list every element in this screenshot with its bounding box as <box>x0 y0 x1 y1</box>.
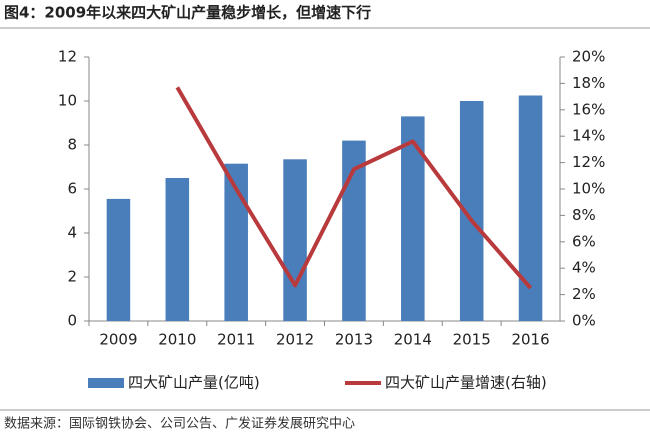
bar <box>283 159 307 321</box>
y2-tick-label: 18% <box>572 74 605 92</box>
y-tick-label: 0 <box>67 312 77 330</box>
y2-tick-label: 10% <box>572 180 605 198</box>
legend-label: 四大矿山产量增速(右轴) <box>385 374 547 392</box>
x-tick-label: 2016 <box>511 331 549 349</box>
legend-label: 四大矿山产量(亿吨) <box>128 374 260 392</box>
bar <box>165 178 190 321</box>
x-tick-label: 2011 <box>217 331 255 349</box>
bar <box>459 101 484 321</box>
y-tick-label: 6 <box>67 180 77 198</box>
y2-tick-label: 16% <box>572 100 605 118</box>
bar <box>224 163 248 321</box>
y2-tick-label: 2% <box>572 285 596 303</box>
line <box>175 86 533 290</box>
x-tick-label: 2015 <box>453 331 491 349</box>
y-tick-label: 4 <box>67 224 77 242</box>
y-tick-label: 10 <box>58 92 77 110</box>
y-tick-label: 12 <box>58 48 77 66</box>
x-tick-label: 2012 <box>276 331 314 349</box>
bar <box>518 95 543 321</box>
bar <box>106 198 131 321</box>
y2-tick-label: 6% <box>572 232 596 250</box>
y2-tick-label: 12% <box>572 153 605 171</box>
bar <box>342 140 366 321</box>
source: 数据来源：国际钢铁协会、公司公告、广发证券发展研究中心 <box>4 416 355 432</box>
y2-tick-label: 0% <box>572 312 596 330</box>
y2-tick-label: 14% <box>572 127 605 145</box>
y2-tick-label: 20% <box>572 48 605 66</box>
bar <box>401 116 425 322</box>
legend-swatch <box>88 378 124 388</box>
chart-title: 图4：2009年以来四大矿山产量稳步增长，但增速下行 <box>4 4 371 22</box>
y-tick-label: 2 <box>67 268 77 286</box>
y-tick-label: 8 <box>67 136 77 154</box>
y2-tick-label: 8% <box>572 206 596 224</box>
x-tick-label: 2010 <box>158 331 196 349</box>
y2-tick-label: 4% <box>572 259 596 277</box>
x-tick-label: 2013 <box>335 331 373 349</box>
x-tick-label: 2009 <box>99 331 137 349</box>
x-tick-label: 2014 <box>394 331 432 349</box>
